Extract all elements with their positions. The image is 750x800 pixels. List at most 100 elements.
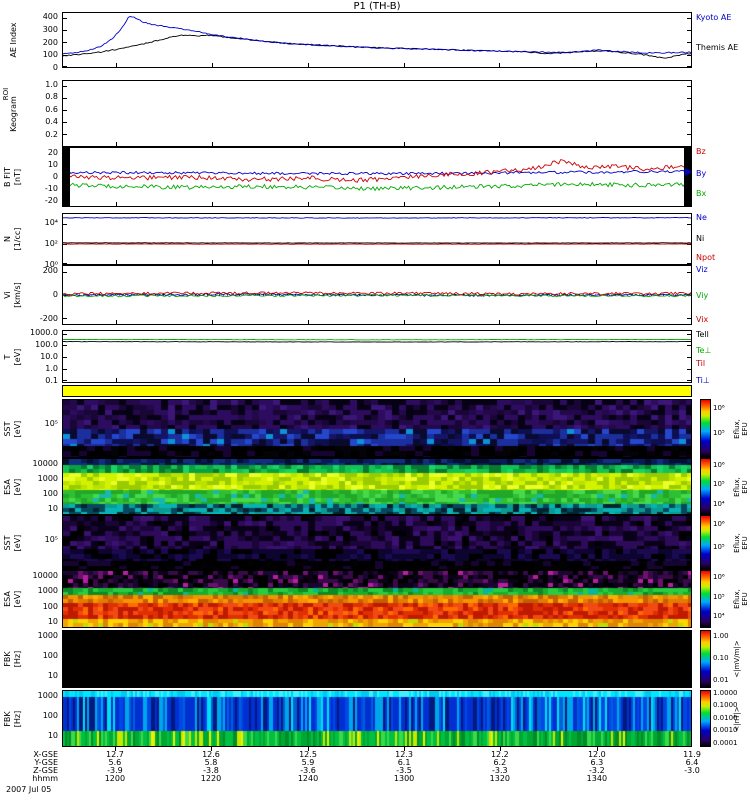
y-tick-mark <box>63 109 67 111</box>
y-tick-label: 1.0 <box>45 364 58 374</box>
x-tick-mark <box>404 202 405 206</box>
y-tick-label: -200 <box>39 314 58 323</box>
y-tick-label: 0.2 <box>45 129 58 139</box>
date-label: 2007 Jul 05 <box>6 785 52 794</box>
bottom-row-value: 6.3 <box>590 758 604 767</box>
x-tick-mark <box>308 378 310 382</box>
bottom-row-value: 6.2 <box>493 758 507 767</box>
x-tick-mark <box>404 320 405 324</box>
panel-velocity <box>62 265 692 325</box>
colorbar-tick-label: 0.1000 <box>713 701 738 710</box>
colorbar-tick-label: 10⁶ <box>713 460 725 469</box>
y-tick-mark <box>687 133 691 135</box>
y-tick-mark <box>63 675 67 677</box>
y-tick-mark <box>687 66 691 67</box>
bottom-row-value: 1200 <box>104 774 126 783</box>
trace-label: Ni <box>696 233 705 243</box>
colorbar <box>700 570 711 628</box>
y-tick-label: 0.6 <box>45 104 58 114</box>
y-tick-mark <box>687 636 691 638</box>
series-line-Kyoto AE <box>63 16 691 55</box>
y-tick-label: 20 <box>47 148 58 157</box>
trace-label: Tell <box>696 330 709 339</box>
colorbar-tick-label: 10⁴ <box>713 612 725 621</box>
series-line-Viy <box>63 293 691 298</box>
y-tick-mark <box>687 109 691 111</box>
series-line-Vix <box>63 291 691 296</box>
y-tick-label: 10 <box>47 730 58 740</box>
trace-label: Themis AE <box>696 43 739 53</box>
y-tick-label: 10 <box>47 617 58 627</box>
trace-label: By <box>696 168 707 178</box>
bottom-row-value: 1340 <box>586 774 608 783</box>
y-tick-label: 200 <box>42 37 58 47</box>
line-plot-svg <box>63 291 691 298</box>
y-tick-label: 0 <box>52 290 58 299</box>
y-tick-label: 200 <box>42 266 58 275</box>
x-tick-mark <box>115 142 117 146</box>
plot-title: P1 (TH-B) <box>353 1 401 12</box>
colorbar-tick-label: 0.0001 <box>713 739 738 747</box>
x-tick-mark <box>596 142 598 146</box>
y-tick-mark <box>687 244 691 245</box>
spectrogram-canvas <box>63 516 691 569</box>
y-tick-label: 1.0 <box>45 79 58 89</box>
edge-marker-arrow <box>685 168 692 177</box>
spectrogram-canvas <box>63 571 691 627</box>
y-tick-mark <box>687 121 691 123</box>
y-tick-label: 0 <box>52 63 58 72</box>
y-tick-label: 1000 <box>37 630 58 640</box>
bottom-row-value: -3.2 <box>589 766 605 775</box>
panel-b-fit <box>62 147 692 207</box>
y-tick-mark <box>687 30 691 32</box>
x-tick-mark <box>211 320 213 324</box>
y-tick-mark <box>687 42 691 44</box>
bottom-row-value: -3.0 <box>684 766 700 775</box>
colorbar-tick-label: 10⁶ <box>713 519 725 528</box>
bottom-row-value: 1320 <box>489 774 511 783</box>
line-plot-svg <box>63 159 691 192</box>
x-tick-mark <box>308 202 310 206</box>
y-tick-mark <box>687 380 691 382</box>
bottom-row-value: 5.6 <box>108 758 122 767</box>
bottom-row-value: -3.3 <box>492 766 508 775</box>
y-tick-mark <box>63 271 67 273</box>
panel-sst-electrons <box>62 399 692 458</box>
y-tick-mark <box>687 318 691 320</box>
y-tick-label: 100 <box>42 710 58 720</box>
x-tick-mark <box>596 202 598 206</box>
edge-bar-left <box>63 148 70 206</box>
x-tick-mark <box>211 63 213 67</box>
series-line-Bx <box>63 181 691 192</box>
colorbar-tick-label: 10⁶ <box>713 404 725 413</box>
bottom-axis-tick <box>308 747 309 751</box>
y-tick-mark <box>687 675 691 677</box>
y-tick-label: 10000 <box>32 570 58 580</box>
x-tick-mark <box>211 378 213 382</box>
y-tick-label: 100 <box>42 488 58 498</box>
bottom-axis-tick <box>404 747 406 751</box>
y-tick-label: 1000 <box>37 690 58 700</box>
y-tick-mark <box>63 42 67 44</box>
bottom-row-label: X-GSE <box>33 750 58 759</box>
x-tick-mark <box>115 63 117 67</box>
series-line-Ni <box>63 242 691 244</box>
colorbar-tick-label: 10⁵ <box>713 429 725 438</box>
series-line-Te⊥ <box>63 338 691 341</box>
x-tick-mark <box>115 202 117 206</box>
bottom-row-value: 1300 <box>393 774 415 783</box>
y-tick-mark <box>63 368 67 370</box>
bottom-row-value: 12.2 <box>490 750 509 759</box>
x-tick-mark <box>115 378 117 382</box>
bottom-row-value: 6.1 <box>397 758 411 767</box>
colorbar-unit-label: <|nT|> <box>733 705 741 732</box>
x-tick-mark <box>211 260 213 264</box>
y-tick-mark <box>687 85 691 87</box>
trace-label: Viz <box>696 265 708 274</box>
x-tick-mark <box>596 260 598 264</box>
y-tick-mark <box>63 345 67 347</box>
panel-temperature <box>62 330 692 383</box>
x-tick-mark <box>596 63 598 67</box>
y-tick-mark <box>63 121 67 123</box>
bottom-row-value: -3.9 <box>107 766 123 775</box>
